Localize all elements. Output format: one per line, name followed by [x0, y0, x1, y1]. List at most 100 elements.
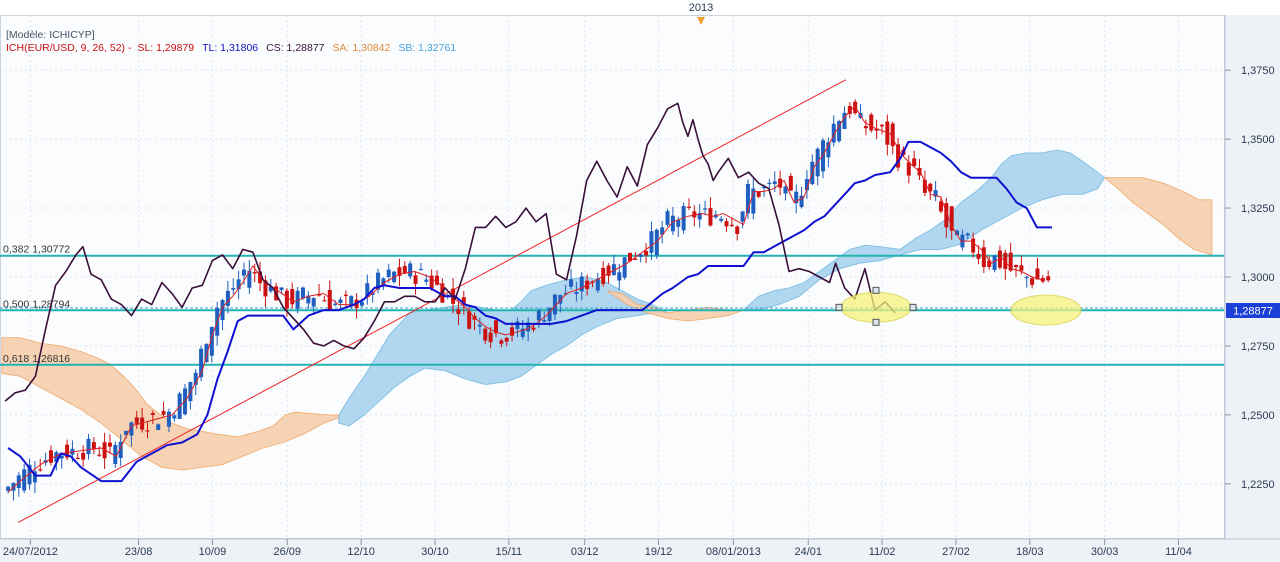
candle-down: [976, 253, 981, 259]
candle-up: [166, 411, 171, 427]
candle-down: [724, 221, 729, 227]
candle-down: [686, 206, 691, 208]
candle-up: [193, 372, 198, 385]
candle-down: [847, 106, 852, 114]
candle-up: [129, 422, 134, 436]
candle-up: [767, 182, 772, 184]
y-axis-ticks: 1,2250 1,2500 1,2750 1,3000 1,3250 1,3500 1,37…: [1225, 65, 1275, 491]
x-tick-label: 27/02: [942, 546, 970, 558]
candle-up: [831, 123, 836, 143]
candle-up: [209, 326, 214, 356]
candle-down: [263, 280, 268, 297]
candle-down: [91, 442, 96, 450]
candle-up: [268, 286, 273, 292]
candle-up: [992, 255, 997, 270]
x-tick-label: 08/01/2013: [706, 546, 761, 558]
chikou-line: [4, 102, 896, 402]
candle-up: [933, 190, 938, 197]
candle-up: [569, 279, 574, 287]
candle-down: [531, 327, 536, 330]
candle-down: [1030, 278, 1035, 285]
y-tick-label: 1,3000: [1241, 272, 1275, 284]
candle-down: [885, 121, 890, 145]
candle-up: [86, 438, 91, 455]
candle-up: [965, 233, 970, 236]
candle-down: [987, 260, 992, 267]
candle-up: [408, 263, 413, 277]
candle-up: [719, 218, 724, 221]
candle-down: [38, 469, 43, 471]
candle-down: [606, 265, 611, 276]
candle-up: [665, 211, 670, 225]
candle-down: [949, 206, 954, 231]
candle-down: [290, 289, 295, 305]
candle-up: [381, 278, 386, 286]
candle-down: [896, 144, 901, 168]
candle-up: [520, 328, 525, 337]
ellipse-handle: [835, 303, 843, 311]
candle-up: [654, 229, 659, 256]
x-tick-label: 11/02: [869, 546, 896, 558]
candle-up: [515, 321, 520, 330]
x-axis-ticks: 24/07/2012 23/08 10/09 26/09 12/10 30/10 15/11…: [3, 539, 1192, 558]
candle-up: [745, 183, 750, 214]
x-tick-label: 23/08: [125, 546, 153, 558]
candle-down: [1040, 277, 1045, 282]
highlight-ellipse: [1010, 294, 1082, 326]
candle-up: [676, 220, 681, 227]
candle-down: [756, 191, 761, 197]
candle-down: [483, 328, 488, 341]
indicator-label: ICH(EUR/USD, 9, 26, 52) -: [6, 42, 132, 54]
candle-down: [327, 289, 332, 311]
candle-up: [740, 211, 745, 222]
legend-tl: TL: 1,31806: [202, 42, 258, 54]
candle-up: [526, 322, 531, 332]
kijun-line: [7, 140, 1052, 483]
x-tick-label: 30/03: [1091, 546, 1119, 558]
x-tick-label: 11/04: [1165, 546, 1192, 558]
candle-up: [225, 290, 230, 306]
candle-up: [1024, 276, 1029, 279]
ellipse-handle: [909, 303, 917, 311]
candle-down: [938, 201, 943, 212]
x-tick-label: 24/07/2012: [3, 546, 58, 558]
x-tick-label: 24/01: [794, 546, 822, 558]
y-tick-label: 1,2250: [1241, 479, 1275, 491]
candle-up: [311, 298, 316, 307]
candle-up: [617, 272, 622, 281]
legend-sa: SA: 1,30842: [333, 42, 391, 54]
candle-down: [397, 267, 402, 276]
candle-up: [231, 288, 236, 290]
candle-down: [343, 294, 348, 297]
candle-down: [981, 247, 986, 268]
candle-up: [199, 348, 204, 378]
legend-sl: SL: 1,29879: [137, 42, 194, 54]
x-axis-panel: [0, 539, 1280, 562]
candle-down: [48, 450, 53, 463]
candle-down: [633, 258, 638, 260]
x-tick-label: 10/09: [199, 546, 227, 558]
candle-up: [22, 469, 27, 491]
x-tick-label: 03/12: [571, 546, 599, 558]
candle-down: [107, 442, 112, 447]
candle-up: [799, 195, 804, 208]
candle-up: [424, 279, 429, 282]
candle-up: [552, 294, 557, 315]
candle-down: [429, 275, 434, 289]
candle-up: [16, 475, 21, 489]
candle-up: [649, 231, 654, 253]
candle-up: [574, 291, 579, 294]
candle-up: [826, 142, 831, 158]
y-tick-label: 1,3750: [1241, 65, 1275, 77]
highlight-ellipse: [840, 291, 912, 323]
candle-down: [1008, 252, 1013, 271]
year-marker-triangle: [697, 17, 705, 25]
candle-up: [349, 296, 354, 307]
candle-down: [928, 183, 933, 192]
x-tick-label: 19/12: [645, 546, 673, 558]
candle-down: [134, 417, 139, 424]
candle-up: [418, 268, 423, 271]
candle-down: [997, 250, 1002, 268]
